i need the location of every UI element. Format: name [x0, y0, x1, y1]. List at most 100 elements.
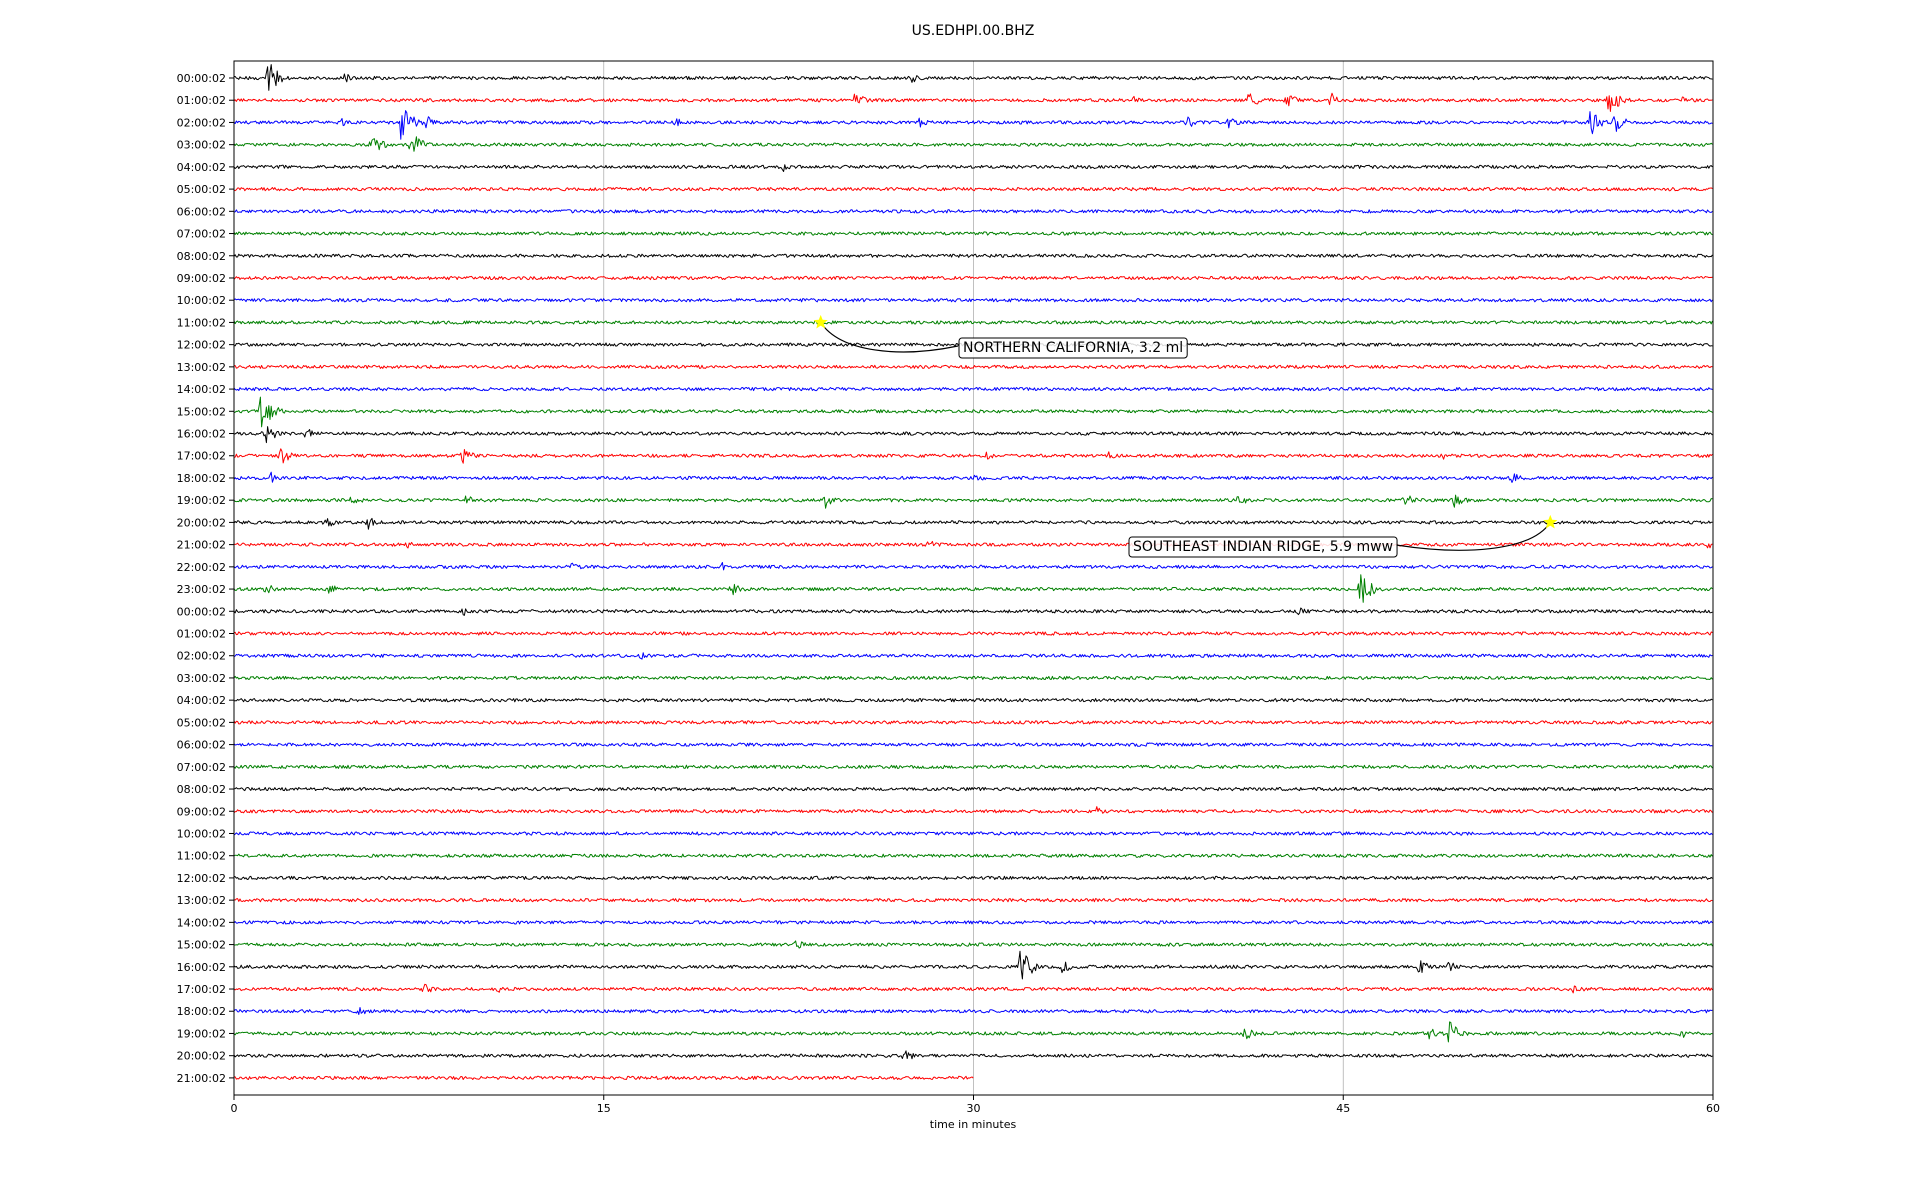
x-axis-label: time in minutes — [930, 1118, 1017, 1131]
trace-row-20 — [233, 517, 1713, 530]
row-label: 12:00:02 — [177, 339, 226, 352]
event-star-marker — [1543, 514, 1558, 529]
row-label: 11:00:02 — [177, 316, 226, 329]
row-label: 06:00:02 — [177, 739, 226, 752]
row-label: 13:00:02 — [177, 361, 226, 374]
trace-row-14 — [233, 387, 1713, 392]
trace-row-22 — [233, 562, 1713, 571]
trace-row-35 — [233, 853, 1713, 858]
row-label: 20:00:02 — [177, 1050, 226, 1063]
row-label: 19:00:02 — [177, 1027, 226, 1040]
x-tick-label: 0 — [231, 1102, 238, 1115]
trace-row-36 — [233, 875, 1713, 880]
trace-row-42 — [233, 1007, 1713, 1015]
trace-row-21 — [233, 540, 1713, 549]
trace-row-7 — [233, 231, 1713, 236]
plot-frame — [233, 60, 1714, 1096]
trace-row-24 — [233, 607, 1713, 616]
row-label: 01:00:02 — [177, 628, 226, 641]
trace-row-18 — [233, 471, 1713, 483]
row-label: 12:00:02 — [177, 872, 226, 885]
row-label: 04:00:02 — [177, 694, 226, 707]
row-label: 22:00:02 — [177, 561, 226, 574]
chart-title: US.EDHPI.00.BHZ — [912, 23, 1035, 39]
trace-group — [233, 64, 1713, 1080]
trace-row-15 — [233, 396, 1713, 428]
trace-row-40 — [233, 950, 1713, 980]
trace-row-27 — [233, 675, 1713, 680]
row-label: 14:00:02 — [177, 383, 226, 396]
row-label: 05:00:02 — [177, 716, 226, 729]
x-tick-label: 15 — [597, 1102, 611, 1115]
row-label: 16:00:02 — [177, 428, 226, 441]
row-label: 06:00:02 — [177, 205, 226, 218]
row-label: 17:00:02 — [177, 983, 226, 996]
event-label-box — [1128, 536, 1398, 558]
event-label: NORTHERN CALIFORNIA, 3.2 ml — [963, 340, 1183, 356]
trace-row-8 — [233, 253, 1713, 258]
event-annotations: NORTHERN CALIFORNIA, 3.2 ml SOUTHEAST IND… — [813, 314, 1558, 558]
row-label: 01:00:02 — [177, 94, 226, 107]
trace-row-31 — [233, 764, 1713, 769]
row-label: 02:00:02 — [177, 650, 226, 663]
row-label: 05:00:02 — [177, 183, 226, 196]
trace-row-29 — [233, 720, 1713, 725]
trace-row-37 — [233, 898, 1713, 903]
trace-row-43 — [233, 1021, 1713, 1043]
trace-row-44 — [233, 1050, 1713, 1060]
row-label: 13:00:02 — [177, 894, 226, 907]
row-label: 21:00:02 — [177, 539, 226, 552]
trace-row-0 — [233, 64, 1713, 91]
event-label: SOUTHEAST INDIAN RIDGE, 5.9 mww — [1133, 539, 1393, 555]
trace-row-6 — [233, 209, 1713, 214]
trace-row-30 — [233, 742, 1713, 747]
event-connector — [820, 322, 959, 353]
x-axis-ticks: 0 15 30 45 60 — [231, 1095, 1720, 1115]
trace-row-13 — [233, 364, 1713, 369]
row-label: 02:00:02 — [177, 116, 226, 129]
row-label: 23:00:02 — [177, 583, 226, 596]
row-labels: 00:00:02 01:00:02 02:00:02 03:00:02 04:00:02… — [177, 72, 234, 1085]
trace-row-25 — [233, 631, 1713, 636]
row-label: 09:00:02 — [177, 272, 226, 285]
row-label: 15:00:02 — [177, 405, 226, 418]
row-label: 10:00:02 — [177, 294, 226, 307]
row-label: 14:00:02 — [177, 916, 226, 929]
trace-row-3 — [233, 136, 1713, 152]
trace-row-26 — [233, 652, 1713, 660]
trace-row-19 — [233, 494, 1713, 509]
row-label: 20:00:02 — [177, 516, 226, 529]
row-label: 18:00:02 — [177, 1005, 226, 1018]
trace-row-23 — [233, 574, 1713, 603]
trace-row-39 — [233, 940, 1713, 949]
row-label: 19:00:02 — [177, 494, 226, 507]
row-label: 04:00:02 — [177, 161, 226, 174]
event-connector — [1395, 522, 1551, 551]
trace-row-41 — [233, 983, 1713, 994]
row-label: 00:00:02 — [177, 605, 226, 618]
row-label: 18:00:02 — [177, 472, 226, 485]
row-label: 11:00:02 — [177, 850, 226, 863]
trace-row-1 — [233, 92, 1713, 112]
trace-row-32 — [233, 786, 1713, 792]
row-label: 16:00:02 — [177, 961, 226, 974]
trace-row-34 — [233, 831, 1713, 836]
row-label: 17:00:02 — [177, 450, 226, 463]
trace-row-38 — [233, 920, 1713, 925]
trace-row-9 — [233, 275, 1713, 281]
row-label: 08:00:02 — [177, 250, 226, 263]
event-star-marker — [813, 314, 828, 329]
grid-lines — [603, 61, 1344, 1095]
row-label: 15:00:02 — [177, 939, 226, 952]
trace-row-28 — [233, 698, 1713, 703]
row-label: 08:00:02 — [177, 783, 226, 796]
row-label: 07:00:02 — [177, 761, 226, 774]
trace-row-17 — [233, 448, 1713, 464]
trace-row-4 — [233, 164, 1713, 172]
trace-row-45 — [233, 1075, 974, 1080]
row-label: 00:00:02 — [177, 72, 226, 85]
row-label: 21:00:02 — [177, 1072, 226, 1085]
row-label: 09:00:02 — [177, 805, 226, 818]
